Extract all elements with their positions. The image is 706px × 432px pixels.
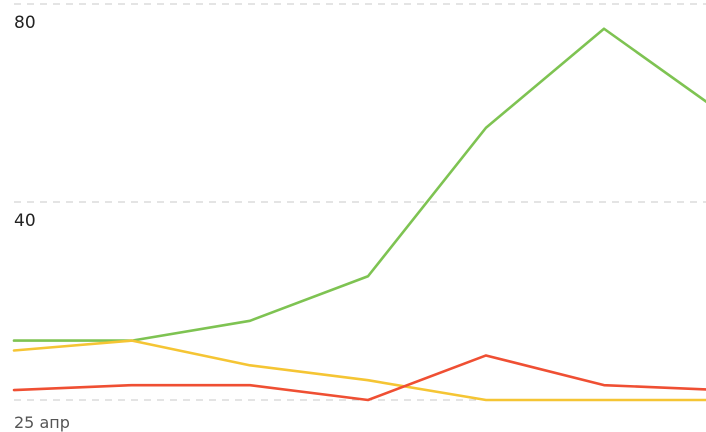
series-lines xyxy=(12,27,706,402)
y-tick-label-80: 80 xyxy=(14,13,36,33)
x-axis-ticks: 25 апр1 мая xyxy=(14,413,70,432)
y-tick-label-40: 40 xyxy=(14,211,36,231)
series-line-1 xyxy=(12,27,706,342)
series-line-3 xyxy=(12,354,706,402)
series-line-2 xyxy=(12,339,706,402)
y-axis-ticks: 40 80 xyxy=(14,13,36,231)
x-tick-label-0: 25 апр xyxy=(14,413,70,432)
